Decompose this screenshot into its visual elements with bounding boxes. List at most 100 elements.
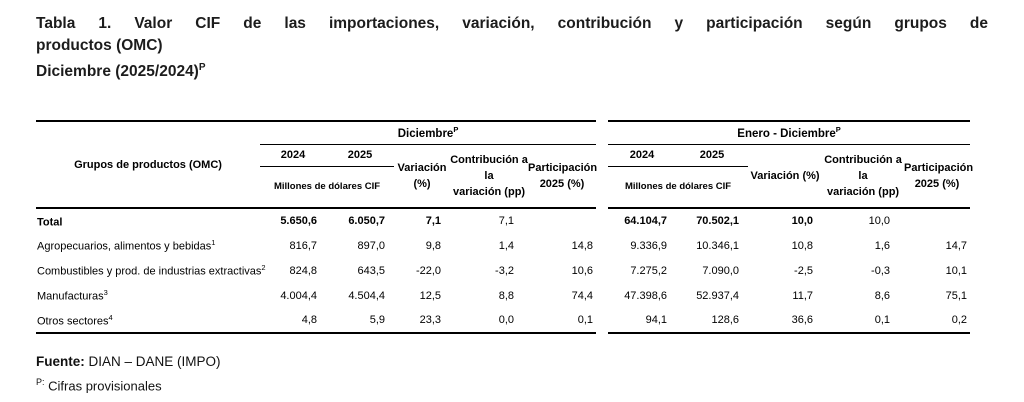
ene-year-2025-header: 2025 bbox=[676, 144, 749, 167]
provisional-note: P: Cifras provisionales bbox=[36, 372, 986, 396]
dic-variacion-header: Variación (%) bbox=[397, 161, 447, 190]
cell-ene-participacion: 10,1 bbox=[945, 264, 968, 277]
cell-ene-2024: 47.398,6 bbox=[624, 289, 668, 302]
cell-dic-2024: 4,8 bbox=[260, 308, 327, 335]
row-label-superscript: 1 bbox=[211, 238, 216, 248]
row-label-text: Agropecuarios, alimentos y bebidas bbox=[37, 240, 212, 253]
cell-ene-contribucion: 10,0 bbox=[822, 207, 905, 234]
dic-year-2024-header: 2024 bbox=[260, 144, 327, 167]
cell-dic-variacion: 23,3 bbox=[394, 308, 451, 335]
section-header-diciembre: DiciembreP bbox=[260, 120, 597, 145]
dic-unit-label: Millones de dólares CIF bbox=[273, 181, 381, 193]
ene-unit-label: Millones de dólares CIF bbox=[624, 181, 732, 193]
cell-ene-2025: 52.937,4 bbox=[696, 289, 740, 302]
cell-dic-2025: 643,5 bbox=[357, 264, 386, 277]
ene-variacion-header: Variación (%) bbox=[750, 169, 820, 182]
cell-dic-variacion: -22,0 bbox=[415, 264, 442, 277]
cell-dic-contribucion: 1,4 bbox=[498, 239, 515, 252]
row-gutter bbox=[596, 208, 608, 233]
cell-dic-contribucion: -3,2 bbox=[495, 264, 515, 277]
source-text: DIAN – DANE (IMPO) bbox=[88, 354, 221, 370]
cell-label: Total bbox=[36, 207, 261, 234]
subtitle-text: Diciembre (2025/2024) bbox=[36, 63, 199, 81]
imports-cif-table: Grupos de productos (OMC) DiciembreP Ene… bbox=[36, 120, 974, 335]
cell-ene-variacion: 10,0 bbox=[748, 207, 823, 234]
cell-label: Agropecuarios, alimentos y bebidas1 bbox=[36, 233, 260, 258]
cell-label: Manufacturas3 bbox=[36, 283, 260, 308]
row-label-text: Otros sectores bbox=[37, 315, 109, 328]
row-group-header: Grupos de productos (OMC) bbox=[36, 120, 261, 209]
source-label: Fuente: bbox=[36, 354, 85, 370]
row-gutter bbox=[596, 308, 608, 333]
row-label-text: Combustibles y prod. de industrias extra… bbox=[37, 265, 262, 278]
table-title-line1: Tabla 1. Valor CIF de las importaciones,… bbox=[36, 15, 988, 32]
ene-year-2024-header: 2024 bbox=[608, 144, 677, 167]
cell-dic-contribucion: 0,0 bbox=[450, 308, 529, 335]
cell-ene-contribucion: -0,3 bbox=[871, 264, 891, 277]
cell-ene-2025: 70.502,1 bbox=[676, 207, 749, 234]
section-header-enero-diciembre: Enero - DiciembreP bbox=[608, 120, 971, 145]
row-gutter bbox=[596, 283, 608, 308]
cell-dic-variacion: 12,5 bbox=[419, 289, 442, 302]
cell-dic-2024: 5.650,6 bbox=[260, 207, 327, 234]
section-diciembre-superscript: P bbox=[453, 125, 459, 135]
table-footer: Fuente: DIAN – DANE (IMPO) P: Cifras pro… bbox=[36, 351, 986, 396]
cell-label: Combustibles y prod. de industrias extra… bbox=[36, 258, 266, 283]
cell-ene-contribucion: 0,1 bbox=[822, 308, 905, 335]
row-label-text: Manufacturas bbox=[37, 290, 104, 303]
cell-dic-participacion: 74,4 bbox=[571, 289, 594, 302]
cell-dic-participacion: 14,8 bbox=[571, 239, 594, 252]
cell-ene-participacion: 0,2 bbox=[904, 308, 971, 335]
row-label-superscript: 4 bbox=[108, 312, 113, 322]
note-superscript: P: bbox=[36, 377, 45, 388]
cell-dic-2024: 4.004,4 bbox=[280, 289, 318, 302]
note-text: Cifras provisionales bbox=[48, 378, 162, 394]
cell-ene-2024: 9.336,9 bbox=[630, 239, 668, 252]
dic-year-2025-header: 2025 bbox=[326, 144, 395, 167]
ene-participacion-header: Participación 2025 (%) bbox=[904, 161, 974, 190]
table-subtitle: Diciembre (2025/2024)P bbox=[36, 57, 988, 83]
cell-ene-participacion: 75,1 bbox=[945, 289, 968, 302]
cell-dic-2024: 824,8 bbox=[289, 264, 318, 277]
cell-dic-contribucion: 8,8 bbox=[498, 289, 515, 302]
table-title-line2: productos (OMC) bbox=[36, 37, 163, 54]
cell-ene-variacion: -2,5 bbox=[794, 264, 814, 277]
cell-ene-2025: 10.346,1 bbox=[696, 239, 740, 252]
cell-ene-variacion: 11,7 bbox=[792, 289, 814, 302]
cell-dic-variacion: 7,1 bbox=[394, 207, 451, 234]
cell-ene-2024: 64.104,7 bbox=[608, 207, 677, 234]
section-gutter bbox=[596, 121, 608, 208]
cell-ene-contribucion: 1,6 bbox=[874, 239, 891, 252]
row-label-superscript: 2 bbox=[261, 263, 266, 273]
row-gutter bbox=[596, 233, 608, 258]
row-label-superscript: 3 bbox=[103, 288, 108, 298]
cell-dic-2025: 5,9 bbox=[326, 308, 395, 335]
dic-participacion-header: Participación 2025 (%) bbox=[528, 161, 598, 190]
cell-dic-2025: 4.504,4 bbox=[348, 289, 386, 302]
cell-dic-2025: 6.050,7 bbox=[326, 207, 395, 234]
cell-ene-2024: 7.275,2 bbox=[630, 264, 668, 277]
cell-dic-contribucion: 7,1 bbox=[450, 207, 529, 234]
cell-ene-2024: 94,1 bbox=[608, 308, 677, 335]
cell-dic-variacion: 9,8 bbox=[425, 239, 442, 252]
section-diciembre-label: Diciembre bbox=[397, 128, 454, 141]
cell-dic-participacion: 10,6 bbox=[571, 264, 594, 277]
cell-dic-2024: 816,7 bbox=[289, 239, 318, 252]
cell-ene-variacion: 10,8 bbox=[791, 239, 814, 252]
table-row-manufacturas: Manufacturas3 4.004,4 4.504,4 12,5 8,8 7… bbox=[36, 283, 970, 308]
cell-ene-2025: 7.090,0 bbox=[702, 264, 740, 277]
table-row-total: Total 5.650,6 6.050,7 7,1 7,1 64.104,7 7… bbox=[36, 207, 971, 234]
cell-ene-participacion: 14,7 bbox=[945, 239, 968, 252]
table-row-combustibles: Combustibles y prod. de industrias extra… bbox=[36, 258, 970, 283]
cell-dic-participacion bbox=[528, 207, 597, 234]
ene-contribucion-header: Contribución a la variación (pp) bbox=[824, 153, 902, 198]
cell-dic-2025: 897,0 bbox=[357, 239, 386, 252]
cell-ene-variacion: 36,6 bbox=[748, 308, 823, 335]
dic-contribucion-header: Contribución a la variación (pp) bbox=[450, 153, 528, 198]
row-gutter bbox=[596, 258, 608, 283]
cell-ene-2025: 128,6 bbox=[676, 308, 749, 335]
cell-label: Otros sectores4 bbox=[36, 308, 261, 335]
source-line: Fuente: DIAN – DANE (IMPO) bbox=[36, 351, 986, 372]
table-row-otros-sectores: Otros sectores4 4,8 5,9 23,3 0,0 0,1 94,… bbox=[36, 308, 971, 335]
